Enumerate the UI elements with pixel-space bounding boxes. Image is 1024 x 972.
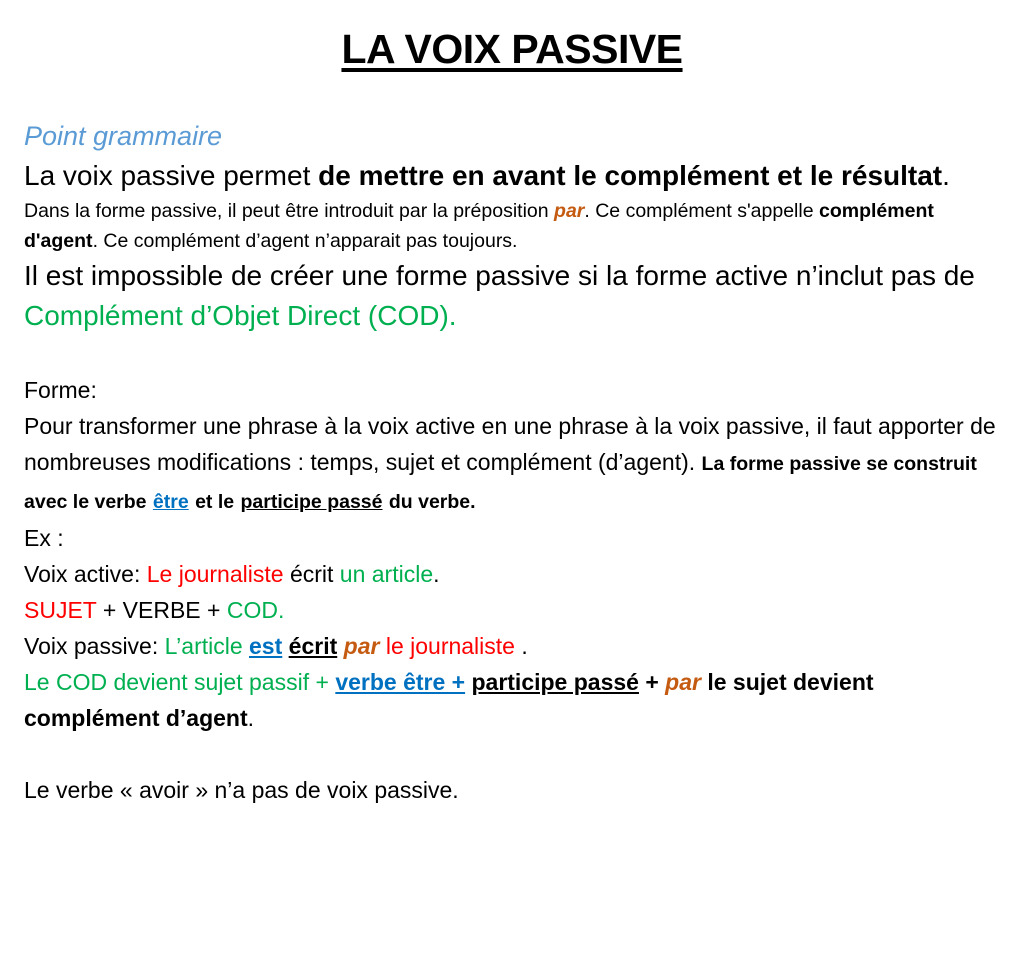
- keyword: par: [665, 669, 701, 695]
- keyword: participe passé: [240, 491, 383, 513]
- keyword: verbe être +: [335, 669, 466, 695]
- paragraph: Dans la forme passive, il peut être intr…: [24, 196, 1004, 256]
- paragraph: Il est impossible de créer une forme pas…: [24, 256, 1004, 336]
- text: + VERBE +: [102, 597, 221, 623]
- text: La voix passive permet: [24, 160, 311, 191]
- red-text: le journaliste: [385, 633, 515, 659]
- text: .: [433, 561, 440, 587]
- content: Point grammaire La voix passive permet d…: [24, 116, 1004, 808]
- label: Ex :: [24, 525, 64, 551]
- note: Le verbe « avoir » n’a pas de voix passi…: [24, 777, 459, 803]
- keyword: est: [249, 633, 283, 659]
- paragraph: La voix passive permet de mettre en avan…: [24, 156, 1004, 196]
- bold-text: le sujet devient complément d’agent: [24, 669, 874, 731]
- keyword: être: [152, 491, 189, 513]
- keyword: par: [554, 200, 585, 222]
- formula: SUJET + VERBE + COD.: [24, 592, 1004, 628]
- paragraph: Pour transformer une phrase à la voix ac…: [24, 408, 1004, 520]
- text: . Ce complément d’agent n’apparait pas t…: [92, 230, 518, 252]
- red-text: SUJET: [24, 597, 97, 623]
- bold-text: complément d'agent: [24, 200, 934, 252]
- text: .: [247, 705, 255, 731]
- bold-text: La forme passive se construit avec le ve…: [24, 453, 977, 513]
- green-text: un article: [339, 561, 434, 587]
- formula: Le COD devient sujet passif + verbe être…: [24, 664, 1004, 736]
- text: Voix passive:: [24, 633, 159, 659]
- text: écrit: [289, 561, 334, 587]
- keyword: écrit: [288, 633, 338, 659]
- text: Voix active:: [24, 561, 141, 587]
- text: . Ce complément s'appelle: [584, 200, 814, 222]
- bold-text: et le: [195, 491, 235, 513]
- text: Il est impossible de créer une forme pas…: [24, 260, 975, 291]
- bold-text: de mettre en avant le complément et le r…: [318, 160, 943, 191]
- example: Voix active: Le journaliste écrit un art…: [24, 556, 1004, 592]
- text: Dans la forme passive, il peut être intr…: [24, 200, 549, 222]
- green-text: Le COD devient sujet passif +: [24, 669, 329, 695]
- bold-text: du verbe.: [388, 491, 476, 513]
- section-title: Point grammaire: [24, 121, 223, 151]
- keyword: par: [343, 633, 380, 659]
- label: Forme:: [24, 377, 97, 403]
- text: Pour transformer une phrase à la voix ac…: [24, 413, 996, 475]
- red-text: Le journaliste: [146, 561, 284, 587]
- green-text: COD.: [226, 597, 285, 623]
- bold-text: +: [645, 669, 659, 695]
- green-text: L’article: [164, 633, 243, 659]
- keyword: participe passé: [471, 669, 639, 695]
- title: LA VOIX PASSIVE: [341, 26, 683, 72]
- example: Voix passive: L’article est écrit par le…: [24, 628, 1004, 664]
- text: .: [521, 633, 528, 659]
- text: .: [942, 160, 950, 191]
- green-text: Complément d’Objet Direct (COD).: [24, 300, 457, 331]
